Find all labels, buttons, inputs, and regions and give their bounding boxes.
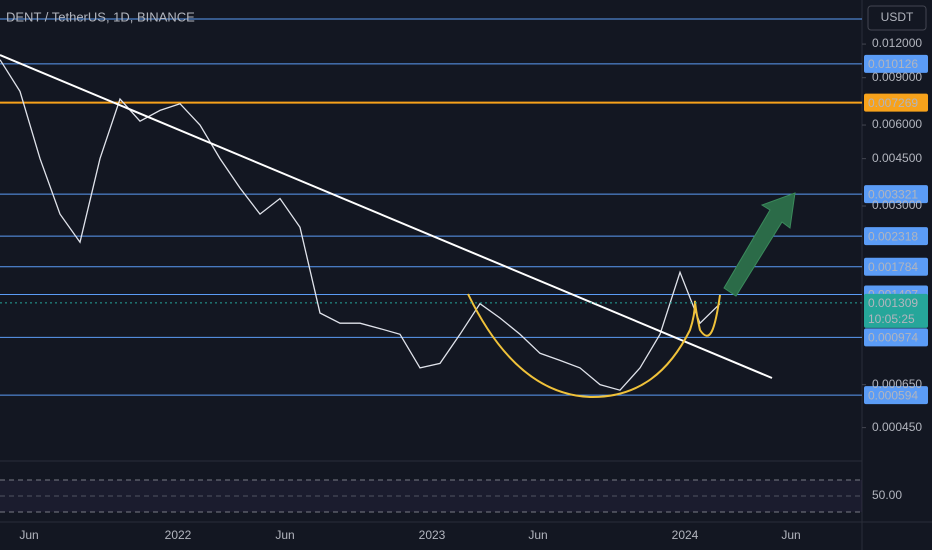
rsi-band [0, 480, 862, 512]
chart-title: DENT / TetherUS, 1D, BINANCE [6, 9, 195, 24]
x-tick-label: Jun [19, 528, 38, 542]
x-tick-label: 2024 [672, 528, 699, 542]
level-label: 0.007269 [868, 96, 918, 110]
level-label-box [864, 93, 928, 112]
arrow-drawing [723, 192, 796, 297]
currency[interactable]: USDT [881, 10, 914, 24]
currency-box[interactable] [867, 5, 927, 31]
level-label: 0.000594 [868, 388, 918, 402]
level-label: 0.010126 [868, 57, 918, 71]
x-tick-label: Jun [781, 528, 800, 542]
level-label: 0.000974 [868, 331, 918, 345]
level-label: 0.001784 [868, 260, 918, 274]
x-tick-label: 2023 [419, 528, 446, 542]
level-label-box [864, 185, 928, 204]
countdown: 10:05:25 [868, 312, 915, 326]
last-price: 0.001309 [868, 296, 918, 310]
level-label-box [864, 54, 928, 73]
y-tick-label: 0.000450 [872, 420, 922, 434]
x-tick-label: 2022 [165, 528, 192, 542]
y-tick-label: 0.000650 [872, 377, 922, 391]
level-label-box [864, 328, 928, 347]
x-tick-label: Jun [528, 528, 547, 542]
trendline [0, 54, 773, 379]
level-label: 0.003321 [868, 187, 918, 201]
x-tick-label: Jun [275, 528, 294, 542]
y-tick-label: 0.012000 [872, 36, 922, 50]
last-price-box [864, 293, 928, 328]
y-tick-label: 0.006000 [872, 117, 922, 131]
level-label-box [864, 227, 928, 246]
y-tick-label: 0.004500 [872, 151, 922, 165]
price-line [0, 59, 721, 391]
level-label-box [864, 257, 928, 276]
y-tick-label: 0.003000 [872, 198, 922, 212]
y-tick-label: 0.009000 [872, 70, 922, 84]
cup-handle-drawing [467, 293, 721, 399]
level-label: 0.002318 [868, 229, 918, 243]
rsi-label: 50.00 [872, 488, 902, 502]
level-label-box [864, 386, 928, 405]
